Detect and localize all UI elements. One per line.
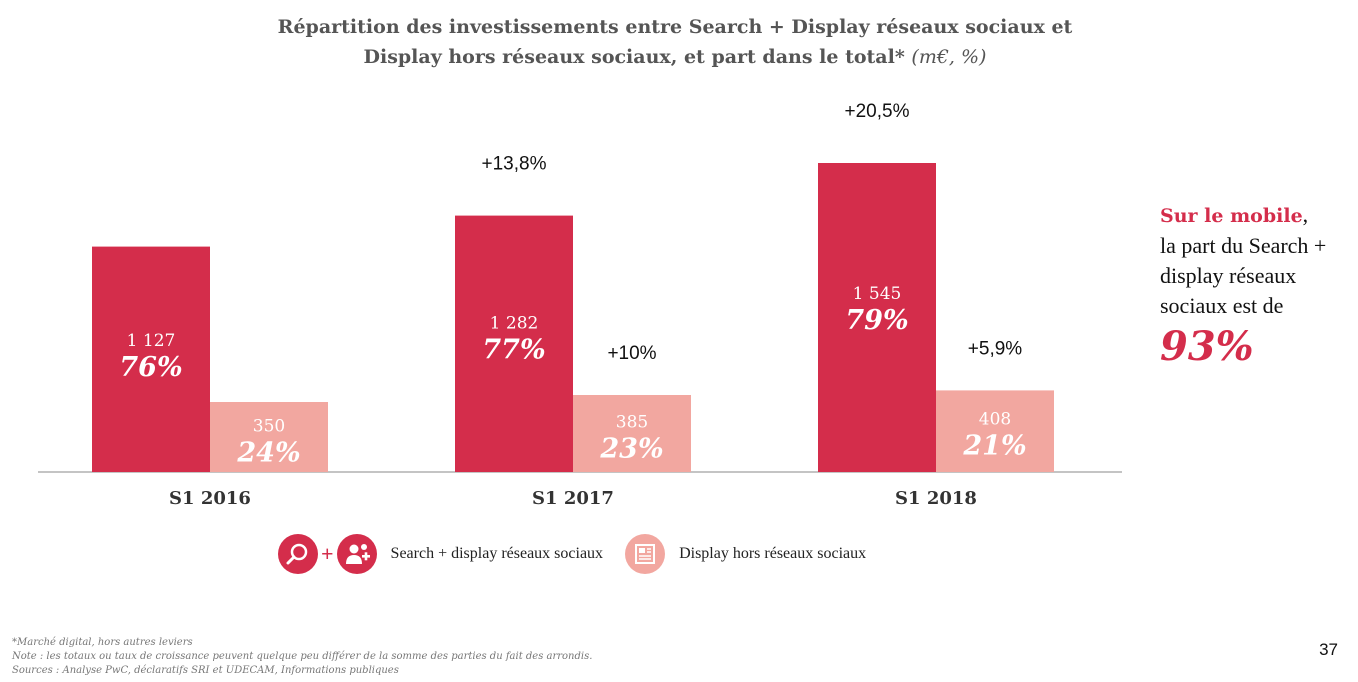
growth-label: +10% xyxy=(607,343,656,364)
value-label: 1 127 xyxy=(127,331,176,351)
value-label: 385 xyxy=(616,412,648,432)
value-label: 1 282 xyxy=(490,313,539,333)
mobile-callout: Sur le mobile, la part du Search + displ… xyxy=(1160,200,1355,373)
chart-title: Répartition des investissements entre Se… xyxy=(150,12,1200,72)
legend: + Search + display réseaux sociaux Displ… xyxy=(278,532,866,576)
legend-item-display: Display hors réseaux sociaux xyxy=(625,534,866,574)
legend-label-display: Display hors réseaux sociaux xyxy=(679,545,867,562)
bar-display-3 xyxy=(936,390,1054,472)
bar-search-social-2 xyxy=(455,215,573,472)
footnote-asterisk: *Marché digital, hors autres leviers xyxy=(12,637,193,648)
chart-title-line2-text: Display hors réseaux sociaux, et part da… xyxy=(363,46,905,68)
social-users-icon xyxy=(336,534,377,574)
plus-icon: + xyxy=(321,541,334,566)
bar-display-1 xyxy=(210,402,328,472)
share-label: 24% xyxy=(236,437,300,468)
chart-title-line2: Display hors réseaux sociaux, et part da… xyxy=(150,42,1200,72)
category-label: S1 2017 xyxy=(532,488,614,509)
value-label: 350 xyxy=(253,416,285,436)
growth-label: +20,5% xyxy=(845,101,910,122)
value-label: 408 xyxy=(979,410,1011,430)
growth-label: +13,8% xyxy=(482,154,547,175)
bar-search-social-3 xyxy=(818,163,936,472)
legend-item-search-social: + Search + display réseaux sociaux xyxy=(278,534,603,574)
category-label: S1 2016 xyxy=(169,488,251,509)
growth-label: +5,9% xyxy=(968,338,1023,359)
mobile-callout-comma: , xyxy=(1302,202,1309,227)
value-label: 1 545 xyxy=(853,284,902,304)
share-label: 23% xyxy=(599,433,663,464)
chart-title-unit: (m€, %) xyxy=(911,46,987,68)
search-icon xyxy=(278,534,318,574)
mobile-callout-highlight: Sur le mobile xyxy=(1160,205,1303,227)
footnote-sources: Sources : Analyse PwC, déclaratifs SRI e… xyxy=(12,665,399,676)
share-label: 76% xyxy=(119,352,182,383)
mobile-callout-value: 93% xyxy=(1160,323,1254,370)
footnotes: *Marché digital, hors autres leviers Not… xyxy=(12,636,592,678)
mobile-callout-text: la part du Search + display réseaux soci… xyxy=(1160,233,1327,318)
bar-display-2 xyxy=(573,395,691,472)
chart-title-line1: Répartition des investissements entre Se… xyxy=(277,16,1073,38)
share-label: 79% xyxy=(845,305,908,336)
newspaper-icon xyxy=(625,534,666,574)
share-label: 77% xyxy=(482,334,545,365)
share-label: 21% xyxy=(962,431,1026,462)
footnote-note: Note : les totaux ou taux de croissance … xyxy=(12,651,593,662)
page-number: 37 xyxy=(1319,640,1338,659)
bar-search-social-1 xyxy=(92,246,210,472)
category-label: S1 2018 xyxy=(895,488,977,509)
legend-label-search-social: Search + display réseaux sociaux xyxy=(390,545,604,562)
